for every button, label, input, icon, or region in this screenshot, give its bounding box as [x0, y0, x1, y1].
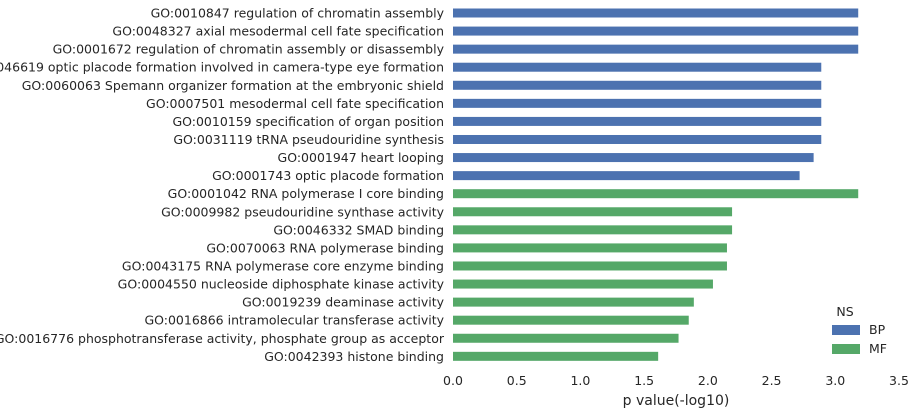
bar-bp-0: [453, 8, 859, 18]
legend-title: NS: [836, 304, 853, 319]
legend-swatch-bp: [832, 325, 860, 335]
category-label: GO:0001743 optic placode formation: [212, 168, 444, 183]
legend-entries: BP MF: [832, 322, 887, 356]
bar-mf-19: [453, 351, 659, 361]
category-label: GO:0010847 regulation of chromatin assem…: [151, 6, 445, 21]
category-label: GO:0010159 specification of organ positi…: [172, 114, 444, 129]
bar-bp-6: [453, 116, 822, 126]
bar-bp-4: [453, 80, 822, 90]
bar-mf-11: [453, 207, 733, 217]
category-label: GO:0046619 optic placode formation invol…: [0, 60, 444, 75]
category-label: GO:0070063 RNA polymerase binding: [206, 240, 444, 255]
bar-mf-13: [453, 243, 727, 253]
legend-swatch-mf: [832, 344, 860, 354]
category-label: GO:0060063 Spemann organizer formation a…: [22, 78, 444, 93]
x-tick-label: 3.0: [825, 373, 845, 388]
category-label: GO:0001042 RNA polymerase I core binding: [168, 186, 444, 201]
x-axis-ticks: 0.0 0.5 1.0 1.5 2.0 2.5 3.0 3.5: [443, 373, 909, 388]
category-label: GO:0001672 regulation of chromatin assem…: [53, 42, 445, 57]
bar-bp-7: [453, 134, 822, 144]
legend-label-bp: BP: [869, 322, 886, 337]
x-tick-label: 3.5: [889, 373, 909, 388]
bar-mf-10: [453, 189, 859, 199]
bar-bp-8: [453, 153, 814, 163]
x-tick-label: 0.0: [443, 373, 463, 388]
bar-mf-15: [453, 279, 713, 289]
bar-bp-5: [453, 98, 822, 108]
category-label: GO:0046332 SMAD binding: [273, 222, 444, 237]
x-tick-label: 0.5: [507, 373, 527, 388]
category-label: GO:0007501 mesodermal cell fate specific…: [146, 96, 444, 111]
category-label: GO:0019239 deaminase activity: [242, 295, 445, 310]
category-label: GO:0016866 intramolecular transferase ac…: [144, 313, 444, 328]
bar-bp-1: [453, 26, 859, 36]
category-label: GO:0048327 axial mesodermal cell fate sp…: [112, 24, 444, 39]
bar-mf-18: [453, 333, 679, 343]
bar-mf-14: [453, 261, 727, 271]
bar-bp-3: [453, 62, 822, 72]
category-label: GO:0043175 RNA polymerase core enzyme bi…: [122, 258, 444, 273]
x-axis-label: p value(-log10): [623, 393, 730, 409]
category-label: GO:0009982 pseudouridine synthase activi…: [161, 204, 445, 219]
bar-bp-2: [453, 44, 859, 54]
legend: NS BP MF: [832, 304, 887, 356]
bars-layer: [453, 8, 859, 361]
category-labels: GO:0010847 regulation of chromatin assem…: [0, 6, 445, 364]
category-label: GO:0016776 phosphotransferase activity, …: [0, 331, 445, 346]
bar-mf-12: [453, 225, 733, 235]
category-label: GO:0031119 tRNA pseudouridine synthesis: [173, 132, 444, 147]
x-tick-label: 2.5: [762, 373, 782, 388]
bar-bp-9: [453, 171, 800, 181]
bar-mf-17: [453, 315, 689, 325]
category-label: GO:0042393 histone binding: [264, 349, 444, 364]
legend-label-mf: MF: [869, 341, 887, 356]
category-label: GO:0001947 heart looping: [278, 150, 444, 165]
category-label: GO:0004550 nucleoside diphosphate kinase…: [118, 277, 445, 292]
bar-mf-16: [453, 297, 694, 307]
x-tick-label: 2.0: [698, 373, 718, 388]
x-tick-label: 1.5: [634, 373, 654, 388]
x-tick-label: 1.0: [570, 373, 590, 388]
